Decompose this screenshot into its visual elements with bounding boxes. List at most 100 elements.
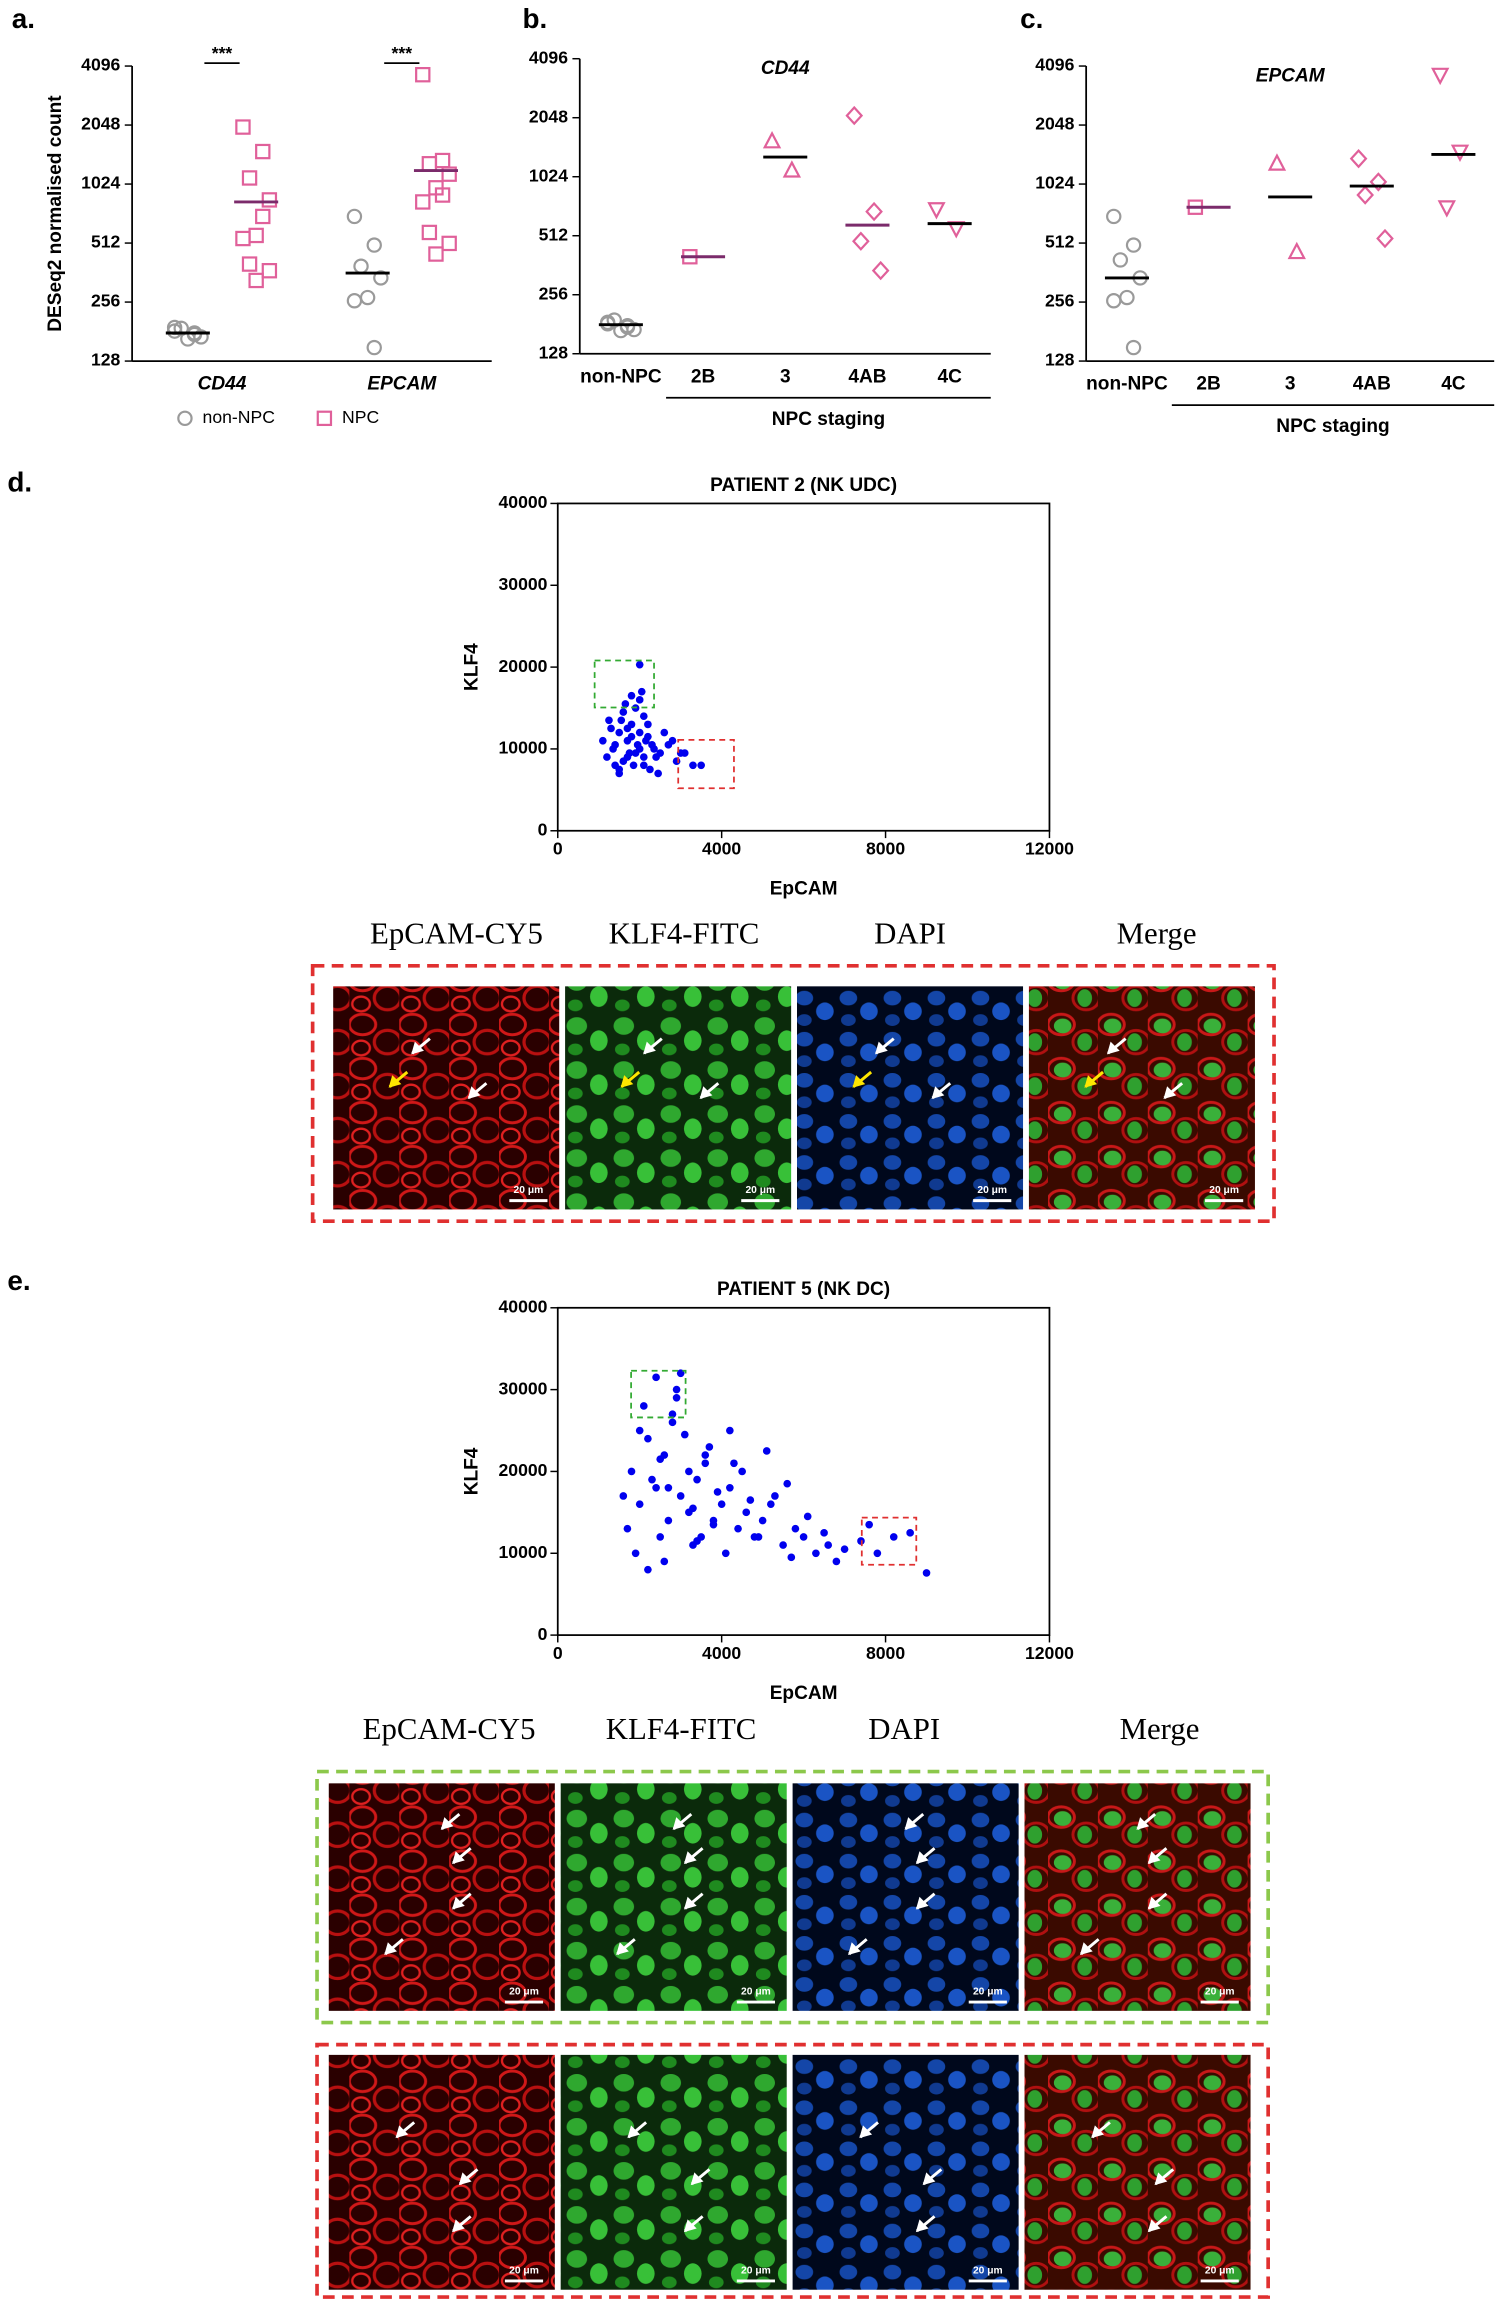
arrow-head	[1154, 2172, 1168, 2186]
selection-frame	[315, 1769, 1270, 2025]
y-tick-label: 1024	[1035, 173, 1074, 193]
arrow-head	[616, 1942, 629, 1956]
chart-title: EPCAM	[1256, 65, 1326, 86]
point	[693, 1537, 701, 1545]
micrograph	[560, 1783, 787, 2011]
arrow-head	[915, 1896, 929, 1910]
x-tick-label: 0	[553, 1643, 563, 1663]
point	[353, 258, 369, 274]
micrograph	[797, 986, 1024, 1210]
arrow-head	[388, 1075, 402, 1088]
point	[693, 1475, 701, 1484]
arrow-head	[699, 1086, 713, 1099]
x-axis-label: EpCAM	[770, 879, 838, 900]
plot-frame	[556, 502, 1051, 832]
x-tick-label: 4C	[937, 366, 962, 387]
point	[615, 728, 624, 737]
y-tick-label: 2048	[81, 114, 120, 134]
point	[635, 1500, 644, 1508]
arrow-head	[440, 1817, 454, 1830]
point	[609, 745, 617, 753]
point	[1106, 208, 1122, 225]
point	[629, 761, 638, 770]
selection-frame	[315, 2042, 1270, 2299]
point	[623, 724, 632, 733]
y-tick-label: 20000	[499, 1460, 548, 1480]
scale-bar-label: 20 μm	[1209, 1185, 1239, 1196]
point	[689, 761, 697, 770]
y-tick-label: 0	[538, 1624, 548, 1644]
arrow-head	[904, 1817, 918, 1830]
point	[668, 1410, 677, 1418]
point	[660, 1557, 669, 1566]
y-tick-label: 2048	[1035, 114, 1074, 134]
arrow-head	[395, 2125, 409, 2139]
micrograph	[1028, 986, 1255, 1210]
micrograph	[328, 1783, 555, 2011]
point	[799, 1533, 808, 1541]
x-tick-label: 2B	[691, 366, 715, 387]
point	[652, 1373, 660, 1382]
point	[255, 143, 271, 160]
point	[434, 187, 451, 203]
arrow-head	[458, 2172, 472, 2186]
point	[713, 1488, 722, 1496]
x-tick-label: 4AB	[1353, 374, 1391, 395]
point	[726, 1483, 734, 1492]
point	[672, 1393, 681, 1402]
arrow-head	[384, 1942, 397, 1956]
point	[783, 1479, 792, 1488]
point	[865, 1520, 873, 1529]
panel-label: b.	[523, 3, 548, 34]
point	[605, 716, 613, 725]
point	[803, 1512, 812, 1521]
significance: ***	[392, 43, 413, 63]
group-label: NPC staging	[1276, 416, 1389, 437]
x-tick-label: EPCAM	[367, 374, 437, 395]
point	[366, 339, 382, 356]
scale-bar-label: 20 μm	[514, 1185, 544, 1196]
y-tick-label: 256	[1045, 291, 1075, 311]
x-tick-label: 0	[553, 838, 563, 858]
point	[627, 732, 636, 741]
y-tick-label: 10000	[499, 1542, 548, 1562]
point	[771, 1492, 779, 1500]
gate-region	[630, 1369, 687, 1419]
channel-label: EpCAM-CY5	[363, 1712, 536, 1746]
arrow-head	[922, 2172, 936, 2186]
point	[415, 194, 431, 210]
point	[820, 1528, 828, 1537]
point	[1287, 241, 1306, 260]
point	[637, 687, 646, 696]
y-tick-label: 4096	[81, 55, 120, 75]
point	[635, 660, 644, 669]
arrow-head	[620, 1075, 634, 1088]
point	[346, 293, 363, 309]
chart-title: PATIENT 5 (NK DC)	[717, 1279, 890, 1300]
arrow-head	[1136, 1817, 1150, 1830]
point	[1356, 185, 1375, 205]
point	[668, 736, 677, 745]
micrograph	[328, 2054, 555, 2290]
scale-bar-label: 20 μm	[741, 2265, 771, 2276]
point	[1349, 148, 1368, 169]
point	[623, 1524, 632, 1533]
point	[625, 749, 634, 757]
point	[421, 156, 438, 172]
micrograph	[333, 986, 560, 1210]
point	[1431, 67, 1450, 86]
point	[767, 1500, 775, 1508]
y-tick-label: 512	[1045, 232, 1075, 252]
arrow-head	[915, 2219, 929, 2233]
point	[603, 753, 611, 761]
point	[1106, 293, 1122, 309]
point	[656, 1533, 665, 1541]
scale-bar-label: 20 μm	[973, 1986, 1003, 1997]
point	[1376, 228, 1394, 249]
point	[235, 230, 251, 247]
arrow-head	[1079, 1942, 1093, 1956]
arrow-head	[1147, 2219, 1161, 2233]
micrograph	[560, 2054, 787, 2290]
point	[927, 202, 946, 220]
